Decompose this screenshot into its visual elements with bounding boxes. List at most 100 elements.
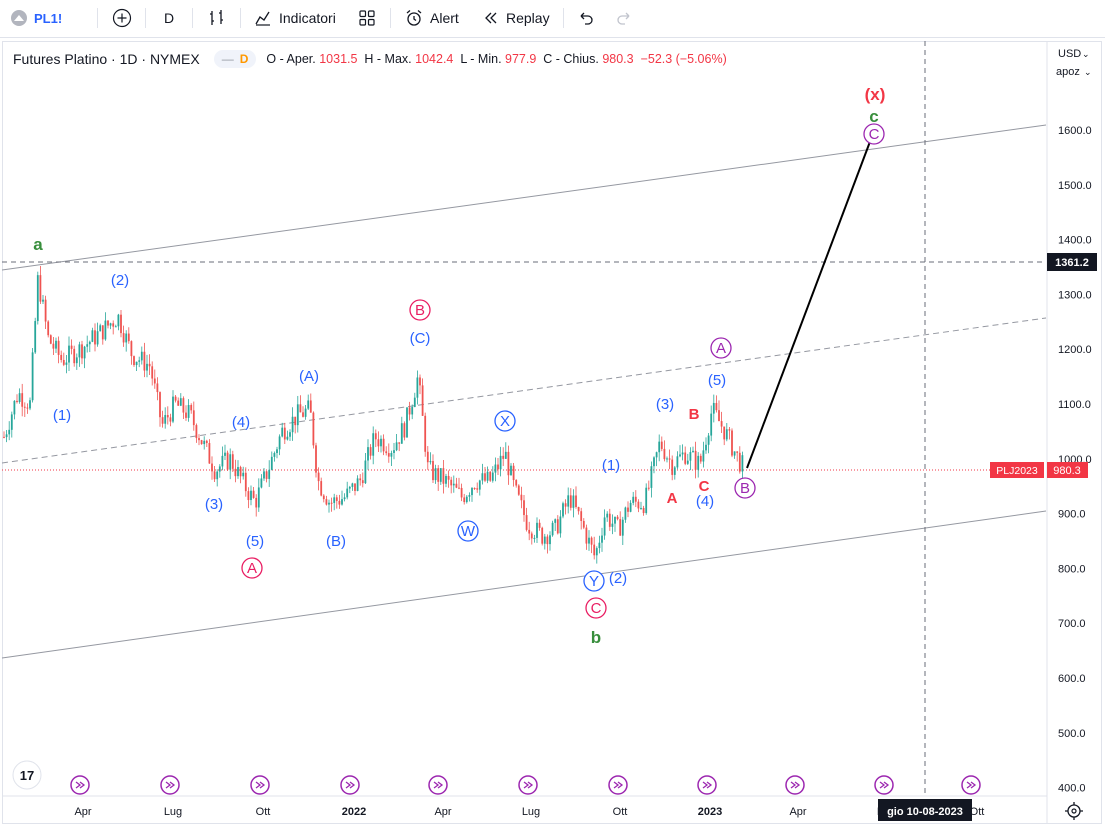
- dividend-event-icon[interactable]: [160, 775, 180, 795]
- candle: [567, 487, 570, 514]
- symbol-label: PL1!: [34, 10, 63, 26]
- dividend-event-icon[interactable]: [518, 775, 538, 795]
- candle: [619, 511, 622, 536]
- candle: [660, 436, 663, 452]
- wave-label[interactable]: (C): [410, 330, 431, 347]
- currency-label[interactable]: USD: [1058, 48, 1081, 60]
- dividend-event-icon[interactable]: [250, 775, 270, 795]
- wave-label[interactable]: b: [591, 628, 601, 647]
- dividend-event-icon[interactable]: [608, 775, 628, 795]
- replay-button[interactable]: Replay: [482, 0, 550, 36]
- chart-type-button[interactable]: [207, 0, 227, 36]
- event-markers[interactable]: [70, 775, 981, 795]
- candle: [585, 524, 588, 550]
- scale-mode-dropdown-icon[interactable]: ⌄: [1084, 67, 1092, 77]
- wave-label[interactable]: (1): [53, 407, 71, 424]
- wave-label[interactable]: (5): [708, 372, 726, 389]
- settings-gear-icon[interactable]: [1065, 802, 1083, 820]
- wave-label[interactable]: (3): [656, 396, 674, 413]
- scale-mode-label[interactable]: apoz: [1056, 66, 1080, 78]
- wave-label[interactable]: A: [667, 490, 678, 507]
- channel-lower-line[interactable]: [1, 510, 1047, 659]
- wave-label[interactable]: W: [457, 520, 479, 542]
- chart-frame: [2, 41, 1102, 824]
- tradingview-logo[interactable]: 17: [12, 760, 42, 790]
- candle: [208, 439, 211, 464]
- dividend-event-icon[interactable]: [697, 775, 717, 795]
- dividend-event-icon[interactable]: [340, 775, 360, 795]
- wave-label-text: C: [591, 600, 602, 617]
- candle: [8, 421, 11, 441]
- candle: [517, 484, 520, 496]
- candle: [78, 341, 81, 367]
- candlestick-series[interactable]: [3, 265, 744, 564]
- dividend-event-icon[interactable]: [70, 775, 90, 795]
- rewind-icon: [485, 12, 497, 24]
- wave-label-text: X: [500, 413, 510, 430]
- candle: [31, 347, 34, 403]
- projection-line[interactable]: [746, 138, 872, 469]
- wave-label[interactable]: C: [699, 478, 710, 495]
- candle: [629, 500, 632, 513]
- wave-label[interactable]: (x): [865, 85, 886, 104]
- candle: [658, 434, 661, 462]
- wave-label[interactable]: B: [409, 299, 431, 321]
- candle: [478, 479, 481, 496]
- series-status-pill[interactable]: — D: [213, 50, 257, 68]
- candle: [504, 442, 507, 459]
- wave-label[interactable]: A: [710, 337, 732, 359]
- wave-label[interactable]: A: [241, 557, 263, 579]
- wave-label[interactable]: (3): [205, 496, 223, 513]
- wave-label[interactable]: B: [689, 406, 700, 423]
- wave-label[interactable]: Y: [583, 570, 605, 592]
- candle: [250, 485, 252, 506]
- wave-label[interactable]: a: [33, 235, 43, 254]
- symbol-search-button[interactable]: PL1!: [10, 0, 62, 36]
- wave-label[interactable]: (1): [602, 457, 620, 474]
- interval-button[interactable]: D: [164, 0, 174, 36]
- wave-label[interactable]: C: [863, 123, 885, 145]
- indicators-button[interactable]: Indicatori: [253, 0, 336, 36]
- wave-label[interactable]: (5): [246, 533, 264, 550]
- channel-upper-line[interactable]: [1, 124, 1047, 271]
- wave-label[interactable]: C: [585, 597, 607, 619]
- open-label: O - Aper.: [266, 52, 316, 66]
- candle: [10, 411, 13, 438]
- dividend-event-icon[interactable]: [785, 775, 805, 795]
- dividend-event-icon[interactable]: [961, 775, 981, 795]
- candle: [593, 536, 596, 560]
- channel-mid-line[interactable]: [1, 317, 1047, 464]
- wave-label[interactable]: (4): [232, 414, 250, 431]
- price-tick-label: 1400.0: [1058, 235, 1092, 247]
- wave-label[interactable]: (B): [326, 533, 346, 550]
- candle: [312, 411, 315, 449]
- candle: [702, 441, 705, 468]
- wave-label[interactable]: (A): [299, 368, 319, 385]
- compare-add-button[interactable]: [112, 0, 132, 36]
- candle: [60, 350, 63, 363]
- wave-label[interactable]: (2): [111, 272, 129, 289]
- candle: [575, 486, 577, 509]
- alert-button[interactable]: Alert: [404, 0, 459, 36]
- series-title[interactable]: Futures Platino · 1D · NYMEX: [13, 51, 200, 67]
- wave-label[interactable]: (2): [609, 570, 627, 587]
- wave-label[interactable]: B: [734, 477, 756, 499]
- layout-templates-button[interactable]: [358, 0, 376, 36]
- candle: [528, 521, 531, 541]
- currency-dropdown-icon[interactable]: ⌄: [1082, 49, 1090, 59]
- candle: [294, 416, 297, 434]
- candle: [705, 437, 707, 454]
- last-price-symbol-tag: [990, 462, 1044, 478]
- dividend-event-icon[interactable]: [428, 775, 448, 795]
- wave-label[interactable]: c: [869, 107, 878, 126]
- redo-button[interactable]: [615, 0, 633, 36]
- undo-button[interactable]: [577, 0, 595, 36]
- dividend-event-icon[interactable]: [874, 775, 894, 795]
- wave-label[interactable]: X: [494, 410, 516, 432]
- candle: [23, 402, 26, 417]
- wave-label-text: (2): [111, 272, 129, 289]
- candle: [263, 467, 265, 481]
- price-chart[interactable]: a(1)(2)(3)(4)(5)A(A)(B)(C)BWXYCb(1)(2)(3…: [0, 39, 1105, 827]
- wave-label[interactable]: (4): [696, 493, 714, 510]
